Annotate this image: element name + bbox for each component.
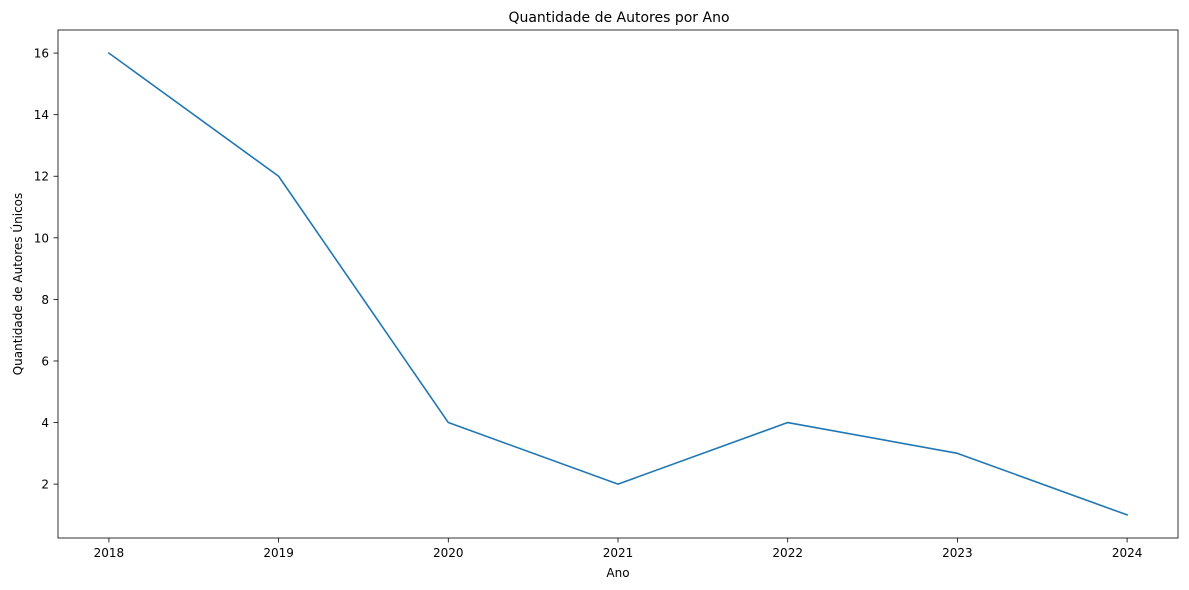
x-tick-label: 2024: [1112, 546, 1143, 560]
plot-area-frame: [57, 29, 1179, 539]
x-tick-label: 2022: [772, 546, 803, 560]
y-tick-label: 4: [41, 416, 49, 430]
y-axis-ticks: 2 4 6 8 10 12 14 16: [34, 47, 58, 492]
y-tick-label: 16: [34, 47, 49, 61]
y-tick-label: 14: [34, 108, 49, 122]
x-tick-label: 2019: [263, 546, 294, 560]
chart-title: Quantidade de Autores por Ano: [508, 10, 729, 26]
y-tick-label: 6: [41, 354, 49, 368]
x-tick-label: 2020: [433, 546, 464, 560]
y-tick-label: 8: [41, 293, 49, 307]
x-tick-label: 2023: [942, 546, 973, 560]
y-tick-label: 10: [34, 231, 49, 245]
x-axis-ticks: 2018 2019 2020 2021 2022 2023 2024: [94, 538, 1143, 560]
y-axis-label: Quantidade de Autores Únicos: [10, 193, 25, 376]
x-tick-label: 2021: [603, 546, 634, 560]
y-tick-label: 12: [34, 170, 49, 184]
series-line: [107, 51, 1129, 516]
x-axis-label: Ano: [606, 566, 629, 580]
y-tick-label: 2: [41, 478, 49, 492]
x-tick-label: 2018: [94, 546, 125, 560]
